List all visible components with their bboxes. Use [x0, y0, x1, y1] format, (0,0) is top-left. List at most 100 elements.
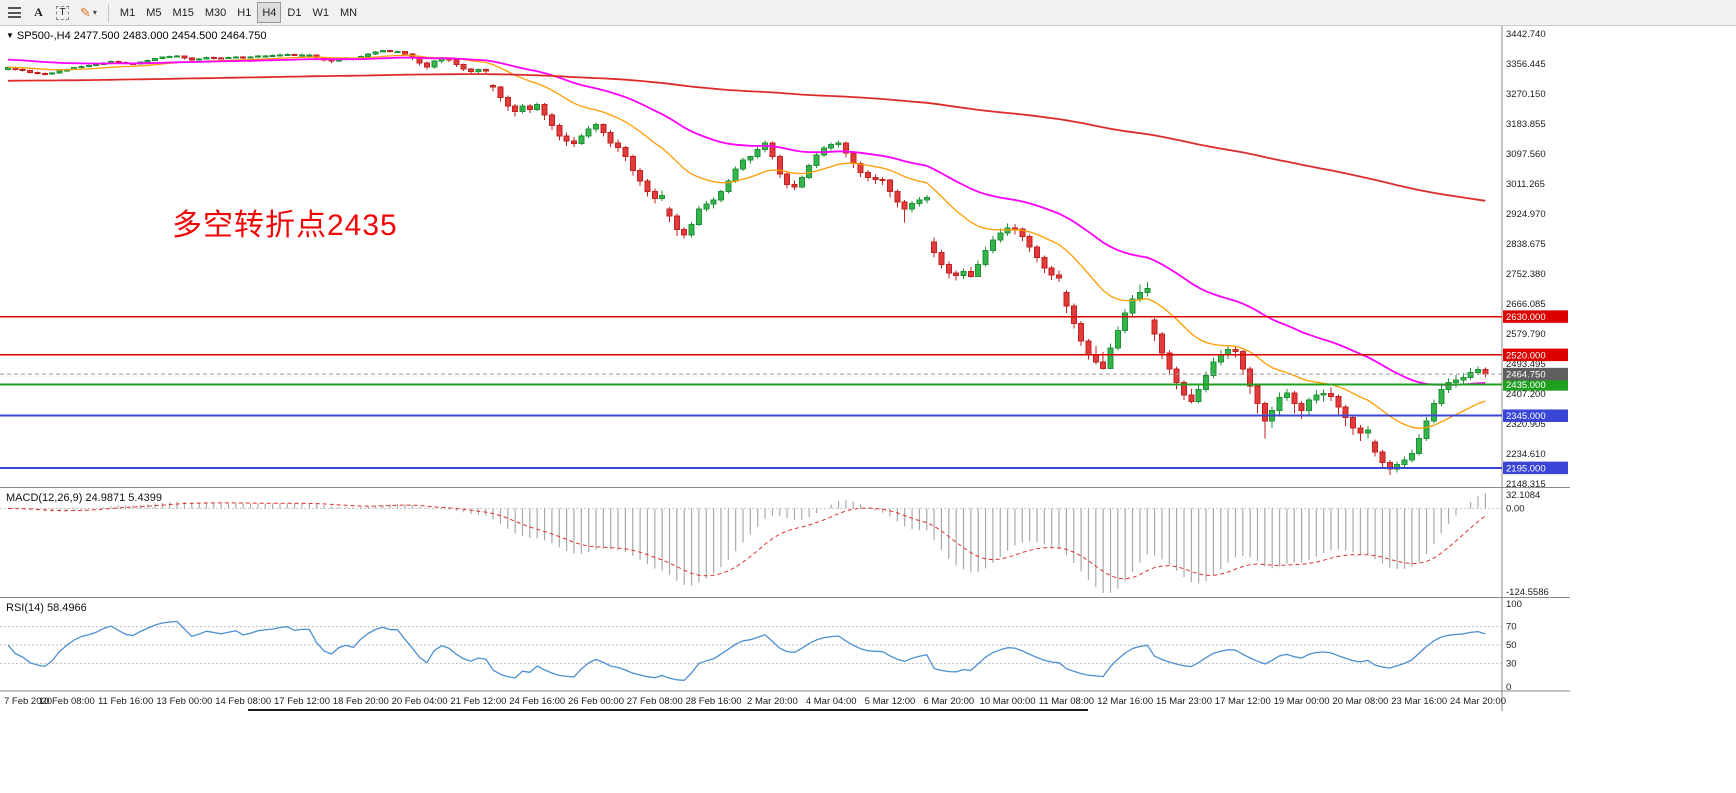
price-axis-label: 3011.265 — [1506, 179, 1545, 190]
candle-body — [1158, 333, 1165, 354]
candle-body — [835, 142, 842, 145]
candle-body — [953, 272, 960, 277]
candle-body — [1475, 368, 1481, 373]
price-tag-2345.000-box — [1503, 409, 1568, 422]
candle-body — [1181, 382, 1187, 396]
ma-line-fast — [7, 54, 1486, 429]
candle-body — [916, 199, 923, 205]
candle-body — [299, 54, 305, 57]
candlestick-series[interactable] — [5, 49, 1489, 476]
candle-body — [982, 250, 989, 265]
candle-body — [659, 195, 666, 199]
candle-body — [534, 104, 541, 111]
candle-body — [717, 190, 724, 201]
candle-body — [1092, 354, 1099, 363]
drawing-tool-button[interactable]: ✎ ▾ — [75, 2, 102, 23]
macd-axis-label: 0.00 — [1506, 503, 1525, 514]
timeframe-m5-button[interactable]: M5 — [141, 2, 166, 23]
candle-body — [864, 171, 871, 179]
pivot-annotation-text[interactable]: 多空转折点2435 — [172, 209, 398, 242]
collapse-triangle-icon[interactable]: ▼ — [6, 31, 14, 40]
ma-line-medium — [7, 56, 1486, 386]
price-axis-label: 2234.610 — [1506, 449, 1546, 460]
price-tag-2520.000-text: 2520.000 — [1506, 350, 1546, 361]
candle-body — [1019, 228, 1026, 238]
candle-body — [475, 69, 482, 72]
candle-body — [27, 69, 34, 74]
candle-body — [1114, 330, 1121, 349]
candle-body — [931, 241, 938, 253]
rsi-panel: 100 70 50 30 0 — [0, 599, 1522, 693]
rsi-indicator-label: RSI(14) 58.4966 — [6, 602, 87, 614]
text-tool-button[interactable]: T — [51, 2, 74, 23]
time-axis-label: 27 Feb 08:00 — [627, 696, 683, 707]
candle-body — [725, 180, 732, 192]
candle-body — [1195, 389, 1202, 402]
candle-body — [872, 177, 879, 180]
candle-body — [1357, 427, 1364, 434]
candle-body — [585, 128, 592, 137]
rsi-line — [7, 620, 1486, 681]
price-axis-label: 3183.855 — [1506, 119, 1546, 130]
candle-body — [1144, 287, 1151, 293]
timeframe-h4-button[interactable]: H4 — [257, 2, 282, 23]
candle-body — [269, 54, 276, 57]
candle-body — [1438, 389, 1445, 405]
current-price-tag: 2464.750 — [1503, 367, 1568, 381]
price-axis-label: 2666.085 — [1506, 299, 1546, 310]
font-tool-button[interactable]: A — [27, 2, 50, 23]
candle-body — [431, 60, 438, 68]
candle-body — [232, 56, 239, 59]
chart-title: ▼ SP500-,H4 2477.500 2483.000 2454.500 24… — [6, 30, 266, 42]
macd-panel: 32.1084 0.00 -124.5586 — [0, 490, 1549, 598]
candle-body — [548, 114, 555, 126]
chevron-down-icon: ▾ — [92, 8, 97, 17]
candle-body — [1283, 392, 1290, 398]
bottom-edge-line — [248, 709, 1088, 711]
time-axis-label: 2 Mar 20:00 — [747, 696, 798, 707]
candle-body — [1232, 349, 1239, 353]
price-tag-2520.000: 2520.000 — [1503, 348, 1568, 361]
chart-frame — [0, 26, 1570, 711]
candle-body — [1342, 406, 1349, 418]
candle-body — [740, 159, 746, 170]
macd-signal-line — [7, 502, 1486, 580]
time-axis-label: 24 Feb 16:00 — [509, 696, 565, 707]
candle-body — [666, 208, 673, 217]
price-axis-label: 2320.905 — [1506, 419, 1546, 430]
timeframe-h1-button[interactable]: H1 — [232, 2, 256, 23]
candle-body — [1460, 376, 1467, 381]
timeframe-m1-button[interactable]: M1 — [115, 2, 140, 23]
candle-body — [247, 56, 254, 59]
price-axis-label: 3270.150 — [1506, 89, 1546, 100]
candle-body — [5, 66, 11, 71]
timeframe-w1-button[interactable]: W1 — [307, 2, 334, 23]
time-axis-label: 6 Mar 20:00 — [923, 696, 974, 707]
candle-body — [894, 190, 901, 203]
chart-window[interactable]: 3442.740 3356.445 3270.150 3183.855 3097.560… — [0, 26, 1570, 711]
candle-body — [423, 62, 430, 68]
candle-body — [78, 65, 85, 69]
current-price-tag-text: 2464.750 — [1506, 370, 1546, 381]
candle-body — [615, 142, 622, 149]
time-axis-label: 15 Mar 23:00 — [1156, 696, 1212, 707]
candle-body — [1401, 459, 1408, 465]
candle-body — [166, 56, 173, 59]
timeframe-mn-button[interactable]: MN — [335, 2, 362, 23]
candle-body — [1070, 305, 1077, 325]
timeframe-d1-button[interactable]: D1 — [282, 2, 306, 23]
candle-body — [49, 72, 56, 75]
candle-body — [997, 232, 1004, 241]
current-price-tag-box — [1503, 367, 1568, 381]
price-axis-label: 2493.495 — [1506, 359, 1546, 370]
chart-list-button[interactable] — [3, 2, 26, 23]
price-axis[interactable]: 3442.740 3356.445 3270.150 3183.855 3097.560… — [1506, 29, 1546, 490]
candle-body — [1305, 399, 1312, 411]
candle-body — [365, 53, 372, 58]
candle-body — [504, 97, 511, 107]
timeframe-m15-button[interactable]: M15 — [167, 2, 198, 23]
chart-canvas[interactable]: 3442.740 3356.445 3270.150 3183.855 3097.560… — [0, 26, 1570, 711]
timeframe-m30-button[interactable]: M30 — [200, 2, 231, 23]
candle-body — [1129, 298, 1136, 314]
